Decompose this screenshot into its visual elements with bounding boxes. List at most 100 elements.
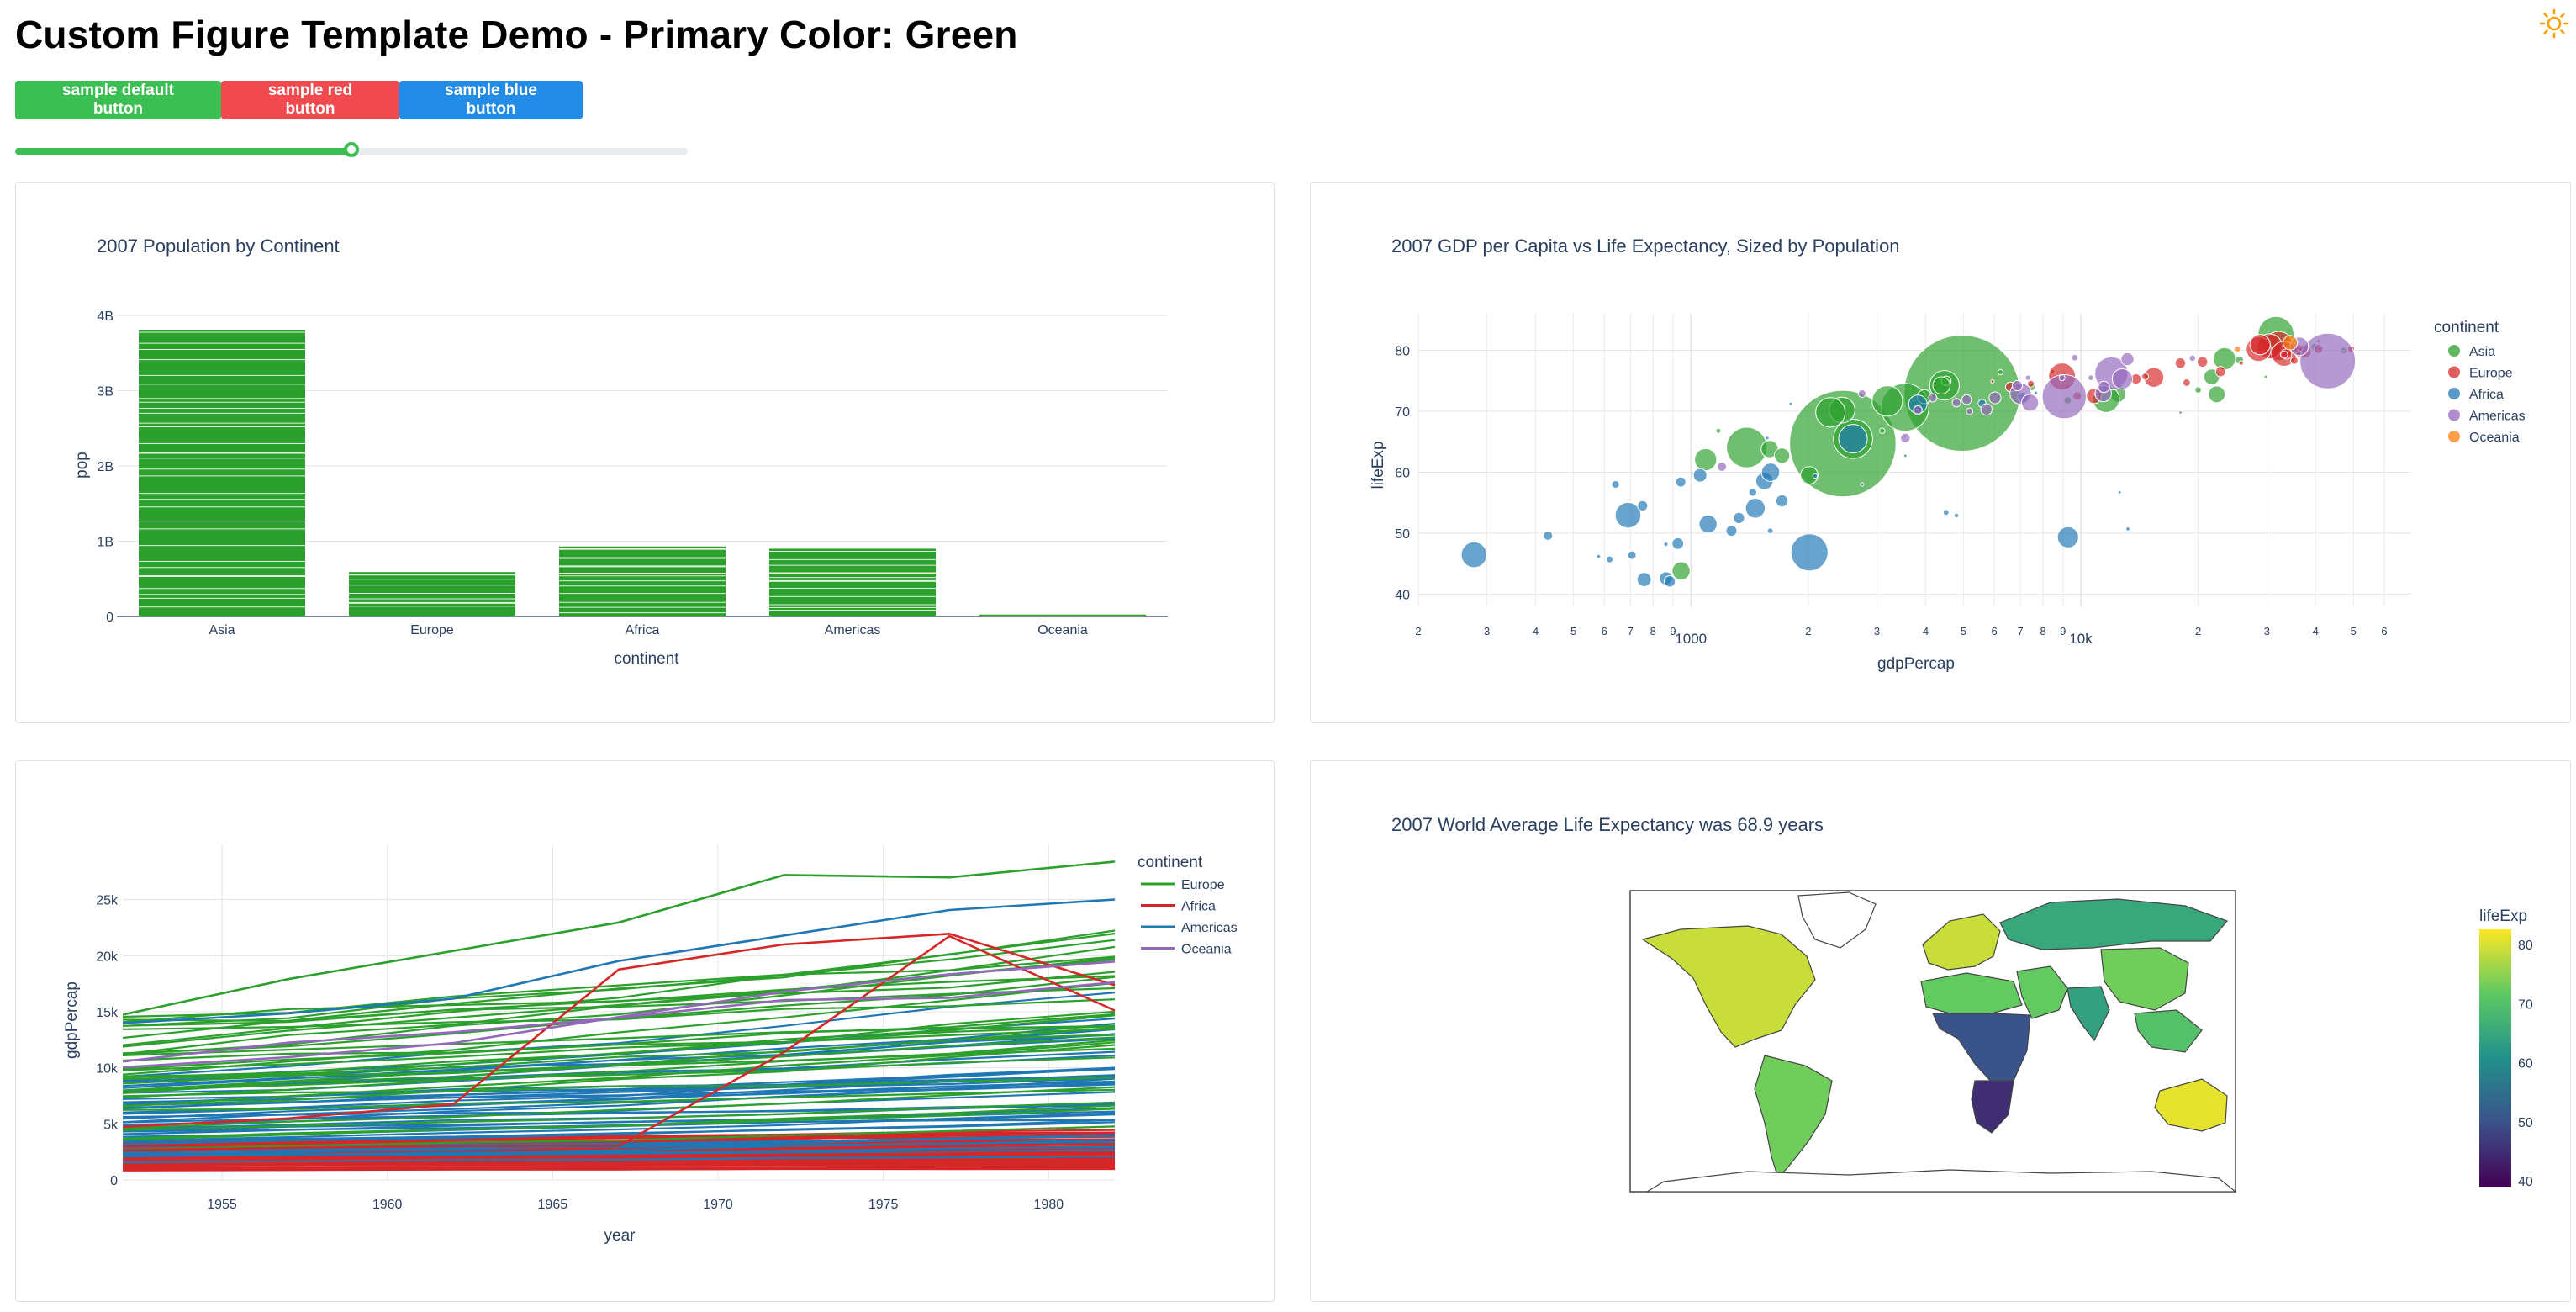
line-trace-europe[interactable] — [122, 1034, 1116, 1077]
legend-item-europe[interactable]: Europe — [2448, 366, 2513, 381]
scatter-point-americas[interactable] — [1988, 391, 2002, 405]
map-region-southern-africa[interactable] — [1971, 1080, 2014, 1134]
bar-rect[interactable] — [139, 330, 305, 616]
legend-item-europe[interactable]: Europe — [1141, 878, 1225, 892]
scatter-point-asia[interactable] — [1932, 376, 1950, 394]
bar-rect[interactable] — [979, 614, 1146, 616]
line-trace-americas[interactable] — [122, 1155, 1116, 1164]
bar-oceania[interactable] — [979, 614, 1146, 616]
scatter-point-europe[interactable] — [2174, 357, 2187, 369]
line-trace-europe[interactable] — [122, 998, 1116, 1030]
map-region-europe[interactable] — [1922, 913, 2001, 971]
scatter-point-africa[interactable] — [1812, 473, 1819, 479]
line-trace-europe[interactable] — [122, 1024, 1116, 1056]
scatter-point-americas[interactable] — [2120, 352, 2135, 367]
map-region-antarctica[interactable] — [1645, 1169, 2236, 1192]
scatter-point-africa[interactable] — [1766, 527, 1774, 534]
line-trace-europe[interactable] — [122, 1044, 1116, 1107]
map-region-india[interactable] — [2067, 986, 2110, 1042]
bar-africa[interactable] — [559, 546, 726, 616]
scatter-point-americas[interactable] — [2088, 374, 2094, 382]
scatter-point-asia[interactable] — [1871, 385, 1903, 417]
scatter-point-americas[interactable] — [1857, 389, 1866, 399]
map-region-greenland[interactable] — [1797, 891, 1877, 949]
scatter-point-americas[interactable] — [2071, 353, 2079, 362]
blue-button[interactable]: sample blue button — [399, 81, 583, 119]
scatter-point-africa[interactable] — [1606, 555, 1614, 563]
scatter-point-asia[interactable] — [2263, 374, 2268, 379]
scatter-point-americas[interactable] — [1717, 461, 1728, 473]
line-trace-europe[interactable] — [122, 1025, 1116, 1071]
line-trace-europe[interactable] — [122, 1104, 1116, 1140]
map-region-china[interactable] — [2100, 947, 2189, 1011]
scatter-point-africa[interactable] — [1775, 494, 1789, 508]
map-region-russia[interactable] — [1999, 898, 2229, 950]
population-bar-chart[interactable]: 2007 Population by Continent 0 1B 2B 3B 4B As… — [16, 183, 1274, 722]
line-trace-europe[interactable] — [122, 1077, 1116, 1098]
line-trace-europe[interactable] — [122, 1041, 1116, 1108]
line-trace-africa[interactable] — [122, 932, 1116, 1129]
scatter-point-asia[interactable] — [1715, 427, 1722, 434]
scatter-point-africa[interactable] — [1637, 500, 1649, 511]
scatter-point-africa[interactable] — [1733, 511, 1745, 525]
scatter-point-americas[interactable] — [2020, 394, 2040, 412]
line-trace-europe[interactable] — [122, 1056, 1116, 1092]
line-trace-europe[interactable] — [122, 929, 1116, 1046]
line-trace-europe[interactable] — [122, 975, 1116, 1024]
scatter-point-africa[interactable] — [1745, 498, 1766, 519]
scatter-point-asia[interactable] — [1997, 369, 2004, 376]
line-trace-africa[interactable] — [122, 934, 1116, 1151]
scatter-point-europe[interactable] — [2214, 366, 2226, 378]
line-trace-africa[interactable] — [123, 1165, 1116, 1168]
line-trace-europe[interactable] — [122, 1014, 1116, 1078]
scatter-point-americas[interactable] — [1980, 403, 1993, 416]
scatter-point-europe[interactable] — [2290, 356, 2299, 365]
line-trace-africa[interactable] — [122, 1151, 1116, 1160]
map-region-north-africa[interactable] — [1920, 972, 2023, 1014]
legend-item-oceania[interactable]: Oceania — [1141, 943, 1232, 957]
scatter-point-africa[interactable] — [1671, 537, 1685, 550]
bar-americas[interactable] — [769, 548, 936, 616]
line-trace-americas[interactable] — [122, 1028, 1116, 1089]
sun-icon[interactable] — [2539, 8, 2569, 39]
scatter-point-europe[interactable] — [2279, 350, 2288, 359]
scatter-point-asia[interactable] — [2208, 385, 2226, 404]
scatter-point-africa[interactable] — [1698, 514, 1718, 534]
bar-rect[interactable] — [349, 572, 515, 616]
scatter-point-africa[interactable] — [1663, 542, 1669, 548]
map-region-australia[interactable] — [2154, 1078, 2228, 1132]
scatter-point-africa[interactable] — [1663, 575, 1676, 588]
red-button[interactable]: sample red button — [221, 81, 399, 119]
map-region-north-america[interactable] — [1641, 925, 1816, 1048]
legend-item-asia[interactable]: Asia — [2448, 345, 2495, 359]
slider[interactable] — [15, 142, 688, 160]
line-trace-europe[interactable] — [122, 1101, 1116, 1131]
scatter-point-americas[interactable] — [2178, 410, 2183, 415]
map-region-middle-east[interactable] — [2016, 965, 2068, 1019]
map-region-south-america[interactable] — [1754, 1055, 1833, 1180]
scatter-point-asia[interactable] — [2194, 386, 2202, 394]
line-trace-oceania[interactable] — [122, 981, 1116, 1063]
scatter-point-americas[interactable] — [1900, 432, 1911, 444]
scatter-point-africa[interactable] — [1692, 468, 1708, 483]
line-trace-africa[interactable] — [122, 1160, 1116, 1167]
line-trace-europe[interactable] — [122, 1088, 1116, 1111]
scatter-point-africa[interactable] — [1953, 512, 1960, 519]
scatter-point-europe[interactable] — [2027, 379, 2035, 388]
scatter-point-asia[interactable] — [2213, 347, 2236, 371]
line-trace-americas[interactable] — [122, 898, 1116, 1024]
slider-thumb[interactable] — [344, 142, 359, 157]
bar-rect[interactable] — [559, 546, 726, 616]
bar-europe[interactable] — [349, 572, 515, 616]
scatter-point-africa[interactable] — [1627, 550, 1637, 560]
gdp-life-scatter-chart[interactable]: 2007 GDP per Capita vs Life Expectancy, … — [1311, 183, 2570, 722]
scatter-point-americas[interactable] — [1913, 405, 1923, 415]
line-trace-europe[interactable] — [122, 956, 1116, 1055]
line-trace-europe[interactable] — [122, 939, 1116, 1027]
line-trace-americas[interactable] — [122, 1145, 1116, 1157]
scatter-point-europe[interactable] — [2238, 360, 2244, 366]
scatter-point-europe[interactable] — [2249, 334, 2271, 356]
map-region-southeast-asia[interactable] — [2134, 1009, 2203, 1053]
scatter-point-africa[interactable] — [1788, 401, 1793, 406]
